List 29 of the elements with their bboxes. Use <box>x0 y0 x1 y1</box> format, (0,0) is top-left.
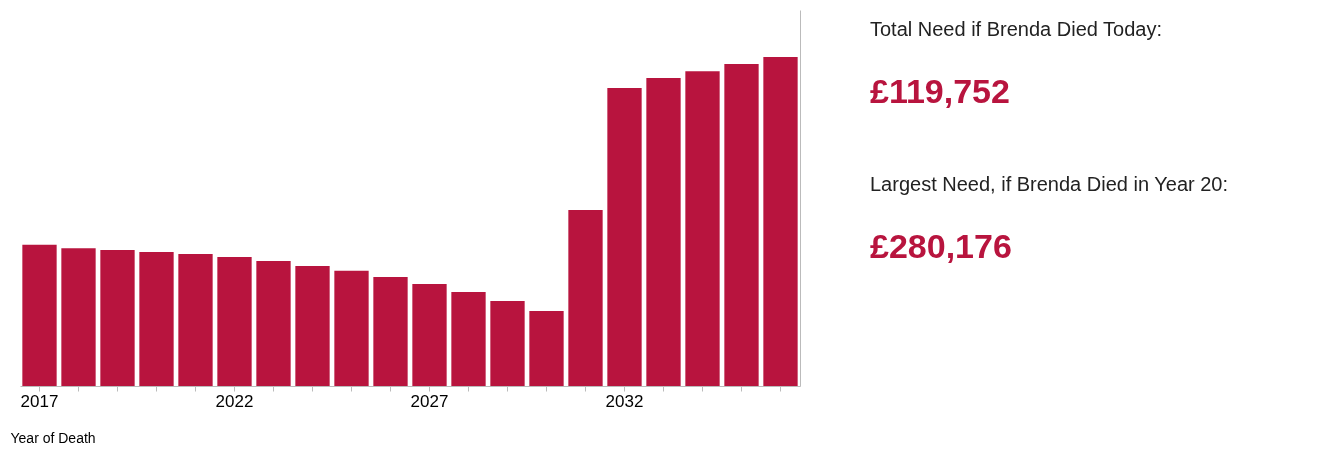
bar <box>139 252 174 386</box>
bar <box>529 310 564 386</box>
bar <box>100 250 135 386</box>
bar <box>763 57 798 386</box>
bar <box>646 78 681 386</box>
bar <box>178 254 213 386</box>
x-tick-label: 2017 <box>20 391 59 411</box>
bar <box>334 270 369 386</box>
bar <box>724 63 759 386</box>
bar <box>412 284 447 386</box>
x-tick-label: 2022 <box>215 391 254 411</box>
bar <box>61 248 96 386</box>
x-tick-label: 2032 <box>605 391 644 411</box>
bar <box>22 244 57 386</box>
bar <box>256 260 291 386</box>
text: £280,176 <box>870 227 1012 265</box>
bar <box>568 209 603 386</box>
x-tick-label: 2027 <box>410 391 449 411</box>
text: Largest Need, if Brenda Died in Year 20: <box>870 173 1229 195</box>
bar <box>607 87 642 386</box>
bar <box>451 291 486 386</box>
text: Total Need if Brenda Died Today: <box>870 18 1163 40</box>
x-axis-title: Year of Death <box>10 429 96 446</box>
bar <box>295 265 330 386</box>
text: £119,752 <box>870 72 1010 110</box>
bar <box>685 71 720 386</box>
bar <box>490 301 525 386</box>
bar <box>373 277 408 386</box>
bar <box>217 257 252 386</box>
